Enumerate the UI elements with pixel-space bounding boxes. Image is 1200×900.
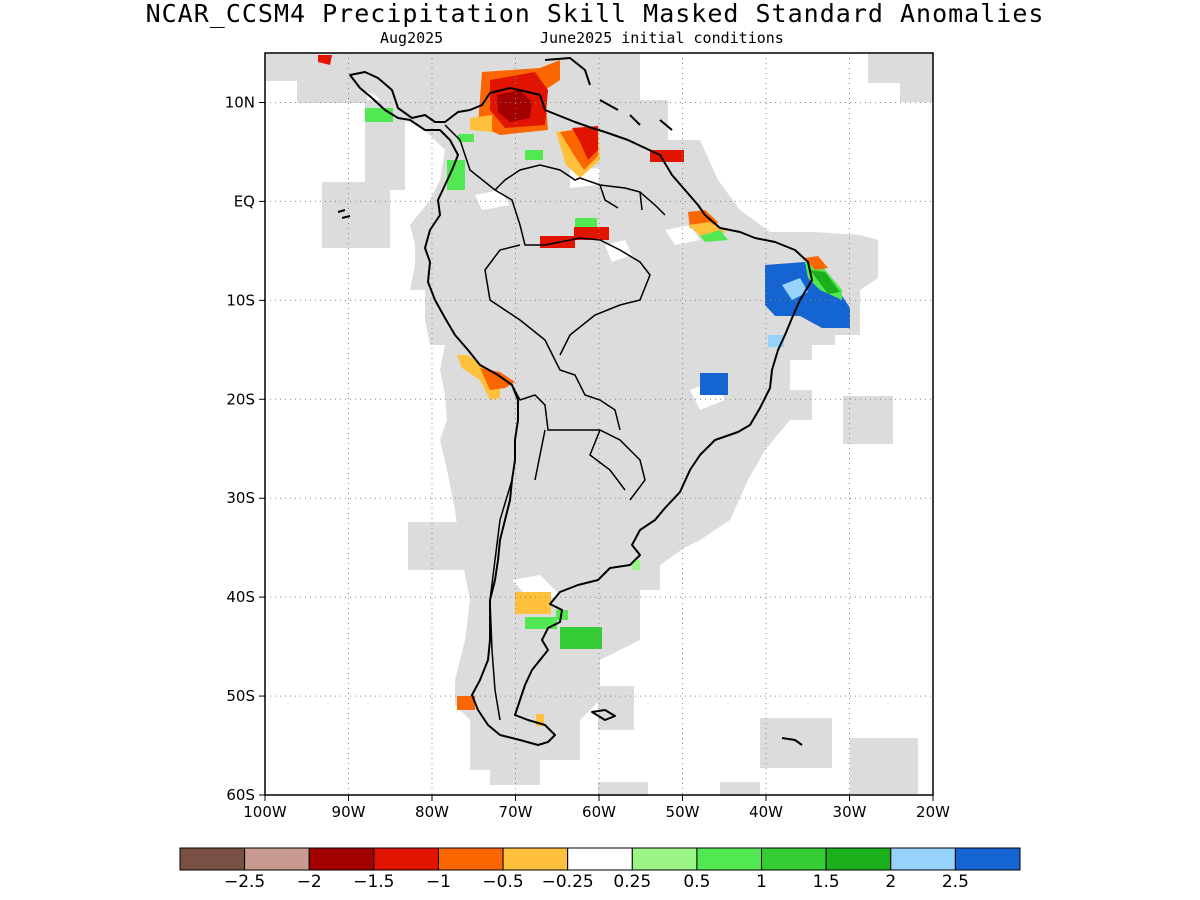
colorbar: −2.5 −2 −1.5 −1 −0.5 −0.25 0.25 0.5 1 1.5 2 2.5 [179,847,1021,892]
lon-tick-label: 70W [499,803,533,821]
coastline-layer [337,57,813,746]
colorbar-swatch [890,847,956,871]
lon-tick-label: 60W [582,803,616,821]
lat-tick-label: 10S [226,291,255,309]
colorbar-swatch [308,847,375,871]
colorbar-label: 1 [756,872,767,892]
anomaly-negative [457,355,500,400]
colorbar-label: −0.25 [542,872,594,892]
anomaly-negative [457,696,475,710]
colorbar-label: 0.25 [613,872,651,892]
country-borders [444,124,666,721]
latitude-axis: 10N EQ 10S 20S 30S 40S 50S 60S [225,93,265,804]
anomaly-positive [700,230,728,242]
mask-gap [665,225,700,245]
colorbar-label: −2 [297,872,322,892]
colorbar-swatch [825,847,892,871]
anomaly-positive [782,278,808,300]
south-georgia [781,737,803,746]
anomaly-positive [575,218,597,227]
anomaly-positive [765,262,850,328]
map-title: NCAR_CCSM4 Precipitation Skill Masked St… [145,0,1045,28]
mask-region [598,686,634,730]
anomaly-negative [318,55,332,65]
mask-region [340,53,878,785]
lon-tick-label: 100W [243,803,287,821]
anomaly-negative [574,227,609,240]
lon-tick-label: 80W [415,803,449,821]
lon-tick-label: 40W [749,803,783,821]
mask-region [598,782,648,796]
mask-region [843,396,893,444]
anomaly-negative [650,150,684,162]
colorbar-label: −2.5 [224,872,265,892]
anomaly-negative [480,368,515,390]
forecast-month: Aug2025 [380,29,444,47]
colorbar-label: 2.5 [942,872,969,892]
initial-conditions-label: June2025 initial conditions [540,29,784,47]
mask-region [408,522,466,570]
anomaly-negative [497,90,532,122]
country-borders-layer [444,124,666,721]
lat-tick-label: EQ [234,192,255,210]
anomaly-negative [805,256,828,270]
mask-region [322,182,390,248]
mask-region [720,782,760,796]
colorbar-swatch [179,847,246,871]
lat-tick-label: 20S [226,390,255,408]
anomaly-positive [525,617,557,629]
colorbar-label: −1 [426,872,451,892]
anomaly-positive [525,150,543,160]
anomaly-positive [632,560,640,570]
longitude-axis: 100W 90W 80W 70W 60W 50W 40W 30W 20W [243,795,950,821]
colorbar-swatch [567,847,633,871]
lon-tick-label: 90W [332,803,366,821]
falkland-islands [591,709,616,721]
lat-tick-label: 10N [225,93,255,111]
caribbean-islands [544,57,673,131]
galapagos [337,209,351,219]
colorbar-swatch [696,847,763,871]
lat-tick-label: 50S [226,687,255,705]
lat-tick-label: 40S [226,588,255,606]
anomaly-positive [560,627,602,649]
skill-mask-layer [265,53,933,796]
anomaly-negative [515,592,551,614]
colorbar-swatch [244,847,310,871]
colorbar-swatch [631,847,698,871]
colorbar-swatch [437,847,504,871]
anomaly-layer [318,55,850,726]
lat-tick-label: 60S [226,786,255,804]
south-america-coastline [349,71,813,746]
lon-tick-label: 30W [833,803,867,821]
colorbar-swatch [373,847,439,871]
colorbar-swatch [502,847,569,871]
anomaly-positive [810,270,840,294]
mask-region [850,738,918,794]
colorbar-label: −1.5 [353,872,394,892]
mask-region [265,53,325,81]
anomaly-positive [458,134,474,142]
map-grid [265,53,933,795]
colorbar-swatch [761,847,827,871]
anomaly-positive [447,160,465,190]
mask-gap [475,190,510,210]
mask-region [760,718,832,768]
colorbar-label: 1.5 [813,872,840,892]
anomaly-negative [536,714,544,726]
anomaly-positive [365,108,393,122]
colorbar-swatch [954,847,1021,871]
anomaly-negative [470,115,492,132]
anomaly-positive [700,373,728,395]
anomaly-negative [572,126,598,160]
mask-region [900,60,933,102]
colorbar-label: 0.5 [683,872,710,892]
lat-tick-label: 30S [226,489,255,507]
colorbar-label: 2 [885,872,896,892]
lon-tick-label: 50W [666,803,700,821]
lon-tick-label: 20W [916,803,950,821]
colorbar-label: −0.5 [482,872,523,892]
